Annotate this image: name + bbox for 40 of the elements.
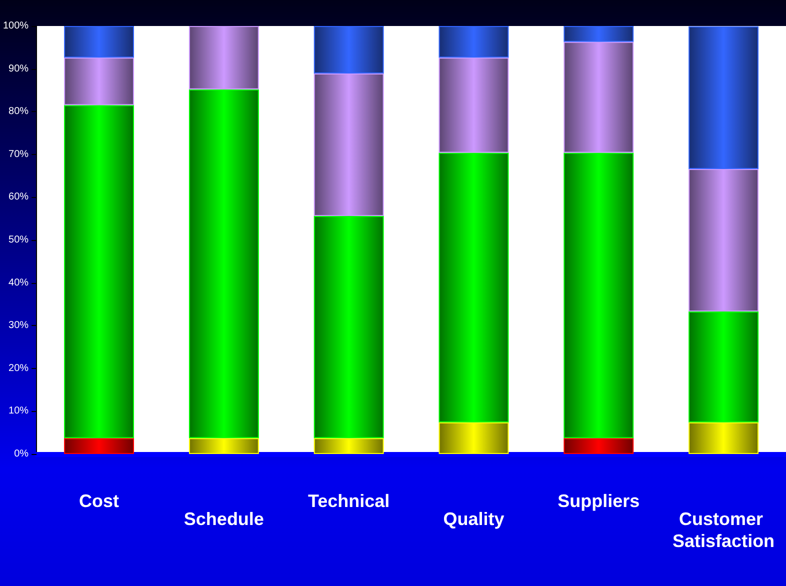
- bar: [314, 438, 384, 454]
- x-tick-label: Customer Satisfaction: [672, 509, 775, 551]
- y-tick-label: 60%: [8, 192, 29, 203]
- bar: [64, 438, 134, 454]
- x-tick-label: Schedule: [184, 509, 264, 529]
- bar: [64, 58, 134, 106]
- bar: [438, 58, 509, 153]
- bar: [188, 438, 259, 454]
- bar: [438, 26, 509, 58]
- bar: [564, 42, 634, 153]
- y-tick-label: 80%: [8, 106, 29, 118]
- bar: [314, 26, 384, 74]
- bar: [688, 168, 759, 312]
- x-tick-label: Technical: [308, 491, 390, 511]
- bar: [688, 311, 759, 422]
- y-tick-label: 70%: [8, 148, 29, 160]
- y-tick-label: 40%: [8, 277, 29, 288]
- bar: [64, 26, 134, 58]
- bar: [438, 422, 509, 454]
- bar: [64, 105, 134, 438]
- x-tick-label: Suppliers: [558, 491, 640, 511]
- x-tick-label: Cost: [79, 491, 120, 511]
- y-tick-label: 100%: [3, 20, 29, 32]
- bar: [564, 438, 634, 454]
- y-tick-label: 20%: [8, 362, 29, 374]
- y-tick-label: 50%: [8, 234, 29, 246]
- y-tick-label: 10%: [8, 406, 29, 417]
- bar: [564, 152, 634, 438]
- y-tick-label: 0%: [14, 448, 29, 460]
- x-tick-label: Quality: [443, 509, 504, 529]
- bar: [188, 89, 259, 438]
- bar: [188, 26, 259, 90]
- bar: [314, 216, 384, 438]
- bar: [438, 152, 509, 422]
- bar: [688, 26, 759, 169]
- bar: [688, 422, 759, 454]
- y-tick-label: 30%: [8, 320, 29, 332]
- bar: [314, 74, 384, 216]
- y-tick-label: 90%: [8, 63, 29, 74]
- bar: [564, 26, 634, 42]
